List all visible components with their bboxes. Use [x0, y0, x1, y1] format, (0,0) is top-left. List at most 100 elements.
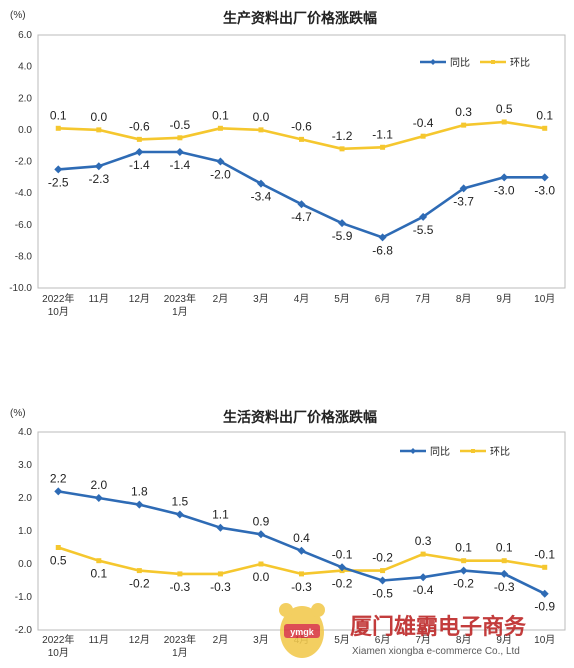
c0-data-label: -1.4 [129, 158, 150, 172]
c1-point-mom [136, 568, 142, 574]
c1-data-label: 0.1 [90, 567, 107, 581]
c1-data-label: -0.1 [332, 547, 353, 561]
c1-data-label: 1.5 [172, 495, 189, 509]
c0-data-label: 0.3 [455, 105, 472, 119]
c0-point-yoy [338, 219, 347, 228]
c0-data-label: -5.5 [413, 223, 434, 237]
c1-point-mom [177, 571, 183, 577]
c0-x-tick-label: 9月 [496, 293, 512, 305]
c0-data-label: -0.6 [129, 119, 150, 133]
c0-y-tick-label: -6.0 [15, 220, 33, 231]
c0-point-yoy [54, 165, 63, 174]
c1-data-label: 2.0 [90, 478, 107, 492]
c0-point-yoy [297, 200, 306, 209]
c1-y-tick-label: 2.0 [18, 493, 32, 504]
c0-point-mom [55, 125, 61, 131]
c0-point-mom [258, 127, 264, 133]
c0-legend-label: 环比 [510, 57, 530, 69]
c0-unit-label: (%) [10, 10, 26, 21]
c0-data-label: -3.4 [251, 190, 272, 204]
c1-point-mom [461, 558, 467, 564]
c1-legend-label: 环比 [490, 446, 510, 458]
c1-data-label: -0.3 [170, 580, 191, 594]
c0-x-tick-label: 10月 [534, 293, 555, 305]
c1-data-label: 0.1 [496, 541, 513, 555]
c1-data-label: -0.1 [534, 547, 555, 561]
c0-data-label: -0.5 [170, 118, 191, 132]
c1-point-yoy [540, 589, 549, 598]
c1-point-mom [542, 564, 548, 570]
c1-data-label: 0.3 [415, 534, 432, 548]
c0-data-label: -2.5 [48, 175, 69, 189]
c0-data-label: -5.9 [332, 229, 353, 243]
c0-legend-marker [491, 60, 495, 64]
c1-x-tick-label: 2022年 10月 [42, 633, 74, 659]
c0-y-tick-label: -4.0 [15, 188, 33, 199]
c0-x-tick-label: 3月 [253, 293, 269, 305]
c0-point-mom [339, 146, 345, 152]
c0-point-yoy [540, 173, 549, 182]
c1-data-label: 1.8 [131, 485, 148, 499]
c0-data-label: -4.7 [291, 210, 312, 224]
c1-unit-label: (%) [10, 408, 26, 419]
c1-x-tick-label: 5月 [334, 634, 350, 646]
c0-point-mom [380, 144, 386, 150]
c1-x-tick-label: 10月 [534, 634, 555, 646]
c0-data-label: -6.8 [372, 243, 393, 257]
c1-legend-marker [471, 449, 475, 453]
c1-x-tick-label: 6月 [375, 634, 391, 646]
c1-data-label: -0.3 [210, 580, 231, 594]
c0-x-tick-label: 7月 [415, 293, 431, 305]
c0-data-label: 0.1 [212, 108, 229, 122]
c1-data-label: 1.1 [212, 508, 229, 522]
c1-y-tick-label: -2.0 [15, 625, 33, 636]
c1-y-tick-label: -1.0 [15, 592, 33, 603]
c1-point-yoy [54, 487, 63, 496]
c1-x-tick-label: 12月 [129, 634, 150, 646]
c1-data-label: -0.5 [372, 587, 393, 601]
c1-y-tick-label: 1.0 [18, 526, 32, 537]
c0-data-label: -1.1 [372, 127, 393, 141]
c0-point-mom [217, 125, 223, 131]
c0-data-label: 0.0 [90, 110, 107, 124]
c0-title: 生产资料出厂价格涨跌幅 [223, 10, 377, 26]
chart-consumer-goods: 生活资料出厂价格涨跌幅 (%) 4.0 3.0 2.0 1.0 0.0 -1.0 -2.0 202… [10, 408, 566, 659]
c0-data-label: 0.1 [536, 108, 553, 122]
c1-y-tick-label: 3.0 [18, 460, 32, 471]
c0-x-tick-label: 2022年 10月 [42, 292, 74, 318]
c1-data-label: 2.2 [50, 471, 67, 485]
c1-point-yoy [338, 563, 347, 572]
c0-y-tick-label: 2.0 [18, 93, 32, 104]
c1-x-tick-label: 11月 [89, 634, 109, 646]
c1-title: 生活资料出厂价格涨跌幅 [223, 409, 377, 425]
c0-data-label: -0.4 [413, 116, 434, 130]
c1-data-label: -0.9 [534, 600, 555, 614]
c0-data-label: -3.0 [534, 183, 555, 197]
c1-x-tick-label: 7月 [415, 634, 431, 646]
c0-point-mom [420, 133, 426, 139]
c0-data-label: -3.7 [453, 194, 474, 208]
c0-point-mom [299, 136, 304, 142]
c0-point-yoy [175, 148, 184, 157]
watermark-company-en: Xiamen xiongba e-commerce Co., Ltd [352, 646, 520, 657]
c1-point-mom [55, 545, 61, 550]
c1-point-yoy [135, 500, 144, 509]
c1-data-label: 0.4 [293, 531, 310, 545]
c0-data-label: -1.2 [332, 129, 353, 143]
c0-y-tick-label: -2.0 [15, 157, 33, 168]
c0-x-tick-label: 2023年 1月 [164, 292, 196, 318]
c0-x-tick-label: 6月 [375, 293, 391, 305]
c0-data-label: -1.4 [170, 158, 191, 172]
c0-point-mom [542, 125, 548, 131]
c0-legend-marker [430, 59, 436, 65]
c0-x-tick-label: 4月 [294, 293, 310, 305]
c1-legend-marker [410, 448, 416, 454]
c1-legend-label: 同比 [430, 446, 450, 458]
c0-data-label: 0.1 [50, 108, 67, 122]
c0-data-label: -0.6 [291, 119, 312, 133]
c1-data-label: -0.2 [129, 577, 150, 591]
mascot-logo: ymgk [279, 603, 325, 658]
c0-data-label: -2.0 [210, 168, 231, 182]
c0-data-label: 0.0 [253, 110, 270, 124]
